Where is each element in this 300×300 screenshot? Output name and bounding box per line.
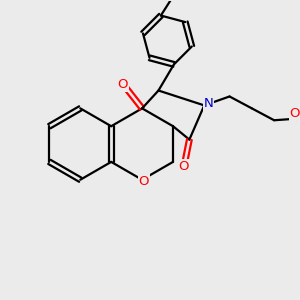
Text: O: O	[290, 107, 300, 120]
Text: O: O	[138, 175, 149, 188]
Text: N: N	[204, 98, 214, 110]
Text: O: O	[118, 78, 128, 91]
Text: O: O	[178, 160, 189, 173]
